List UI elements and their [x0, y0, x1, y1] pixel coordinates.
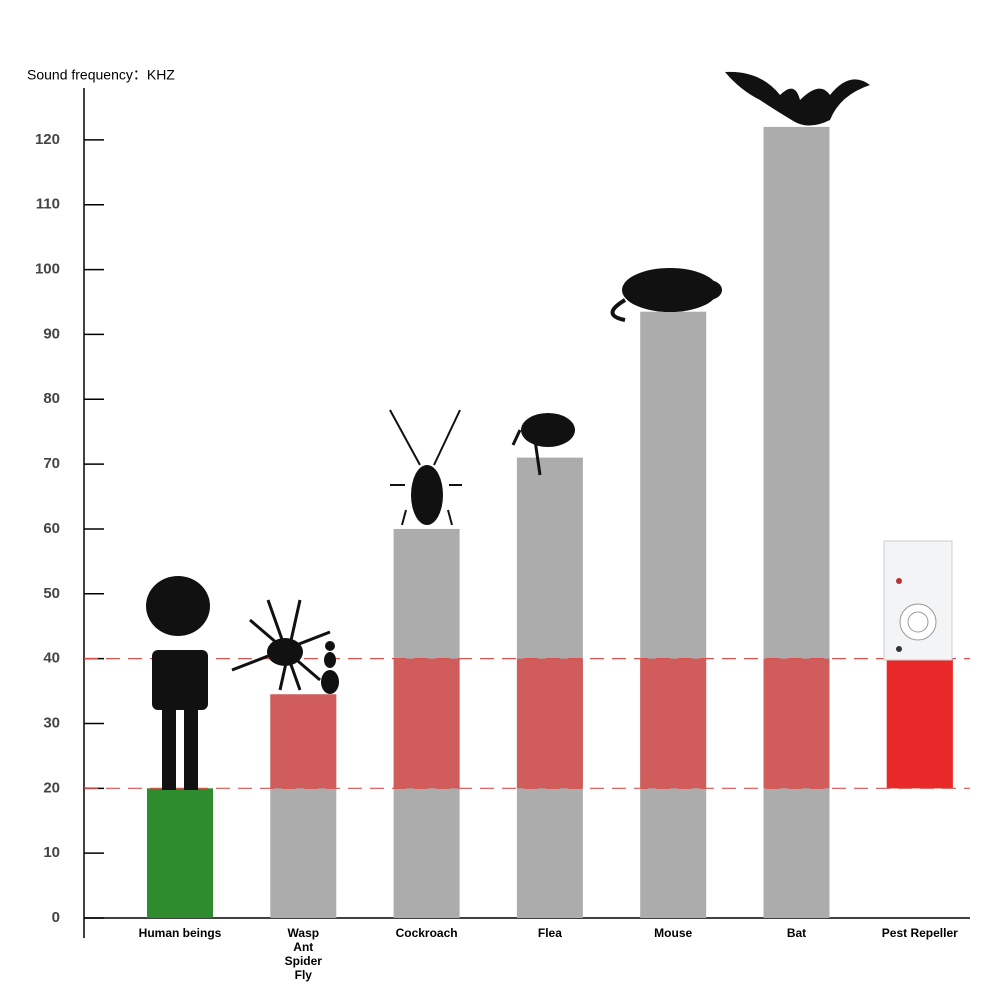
band-overlay: [270, 694, 337, 789]
ant: [325, 641, 335, 651]
human-leg: [162, 706, 176, 790]
band-overlay: [393, 658, 460, 789]
y-tick-label: 50: [43, 585, 60, 602]
mouse: [622, 268, 718, 312]
y-tick-label: 60: [43, 520, 60, 537]
x-tick-label: Wasp Ant Spider Fly: [284, 926, 322, 982]
human-leg: [184, 706, 198, 790]
device-led: [896, 578, 902, 584]
x-tick-label: Human beings: [138, 926, 222, 940]
ant: [324, 652, 336, 668]
bat: [725, 71, 870, 126]
y-tick-label: 100: [35, 261, 60, 278]
silhouettes: [146, 71, 953, 790]
human-body: [152, 650, 208, 710]
band-overlay: [640, 658, 707, 789]
flea: [521, 413, 575, 447]
device-speaker: [899, 603, 937, 641]
y-tick-label: 70: [43, 455, 60, 472]
bar: [640, 311, 707, 918]
y-tick-label: 110: [36, 196, 60, 213]
y-tick-label: 20: [43, 779, 60, 796]
x-tick-label: Pest Repeller: [881, 926, 958, 940]
ant: [321, 670, 339, 694]
mouse-tail: [610, 298, 627, 322]
y-tick-label: 0: [52, 909, 60, 926]
flea-legs: [511, 429, 542, 476]
bar: [763, 126, 830, 918]
y-tick-label: 80: [43, 390, 60, 407]
y-tick-label: 90: [43, 325, 60, 342]
band-overlay: [516, 658, 583, 789]
y-tick-label: 10: [43, 844, 60, 861]
mouse: [694, 280, 722, 300]
x-tick-label: Flea: [537, 926, 562, 940]
y-tick-label: 120: [35, 131, 60, 148]
band-overlay: [886, 658, 953, 789]
cockroach: [411, 465, 443, 525]
x-tick-label: Bat: [786, 926, 807, 940]
spider-legs: [231, 599, 331, 691]
device-led: [896, 646, 902, 652]
band-overlay: [763, 658, 830, 789]
x-tick-label: Cockroach: [395, 926, 458, 940]
y-axis-title: Sound frequency：KHZ: [27, 67, 175, 83]
plot: 0 10 20 30 40 50 60 70 80 90 100 110 120: [35, 88, 970, 938]
device-speaker: [907, 611, 929, 633]
device: [883, 540, 953, 661]
cockroach-legs: [389, 409, 462, 526]
y-tick-label: 30: [43, 714, 60, 731]
human-head: [146, 576, 210, 636]
y-tick-label: 40: [43, 650, 60, 667]
x-tick-label: Mouse: [654, 926, 693, 940]
bar: [147, 788, 213, 918]
